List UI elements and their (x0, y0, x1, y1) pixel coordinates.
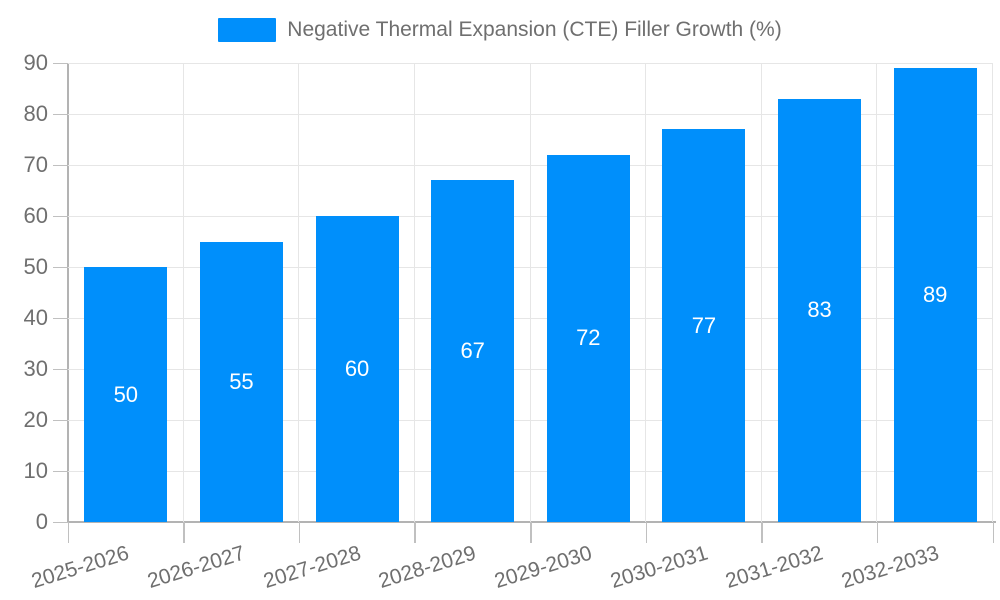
y-axis-tick (53, 521, 68, 523)
x-axis-label: 2032-2033 (838, 541, 942, 593)
x-axis-tick (876, 522, 879, 543)
x-axis-tick (645, 522, 648, 543)
y-axis-tick (53, 62, 68, 64)
y-axis-tick (53, 113, 68, 115)
x-axis-tick (992, 522, 994, 543)
gridline-vertical (298, 63, 300, 522)
x-axis-label: 2025-2026 (29, 541, 133, 593)
bar-2031-2032[interactable] (778, 98, 862, 522)
gridline-vertical (992, 63, 993, 522)
bar-2028-2029[interactable] (431, 180, 515, 522)
y-axis-tick (53, 215, 68, 217)
x-axis-tick (183, 522, 185, 543)
y-axis-label: 10 (23, 458, 48, 483)
y-axis-label: 60 (23, 203, 48, 228)
gridline-horizontal (68, 63, 993, 64)
gridline-horizontal (68, 369, 993, 370)
x-axis-label: 2028-2029 (376, 541, 479, 593)
x-axis-label: 2026-2027 (144, 541, 248, 593)
x-axis-label: 2030-2031 (607, 541, 711, 593)
y-axis-tick (53, 368, 68, 370)
x-axis-label: 2029-2030 (491, 541, 595, 593)
y-axis-tick (53, 164, 68, 166)
gridline-horizontal (68, 318, 993, 319)
gridline-horizontal (68, 471, 993, 472)
y-axis-label: 0 (35, 509, 48, 534)
bar-2027-2028[interactable] (315, 216, 399, 522)
y-axis-label: 70 (23, 152, 48, 177)
y-axis-label: 80 (23, 101, 48, 126)
x-axis-tick (67, 522, 69, 543)
gridline-vertical (760, 63, 762, 522)
y-axis-tick (53, 317, 68, 319)
bar-2032-2033[interactable] (893, 68, 977, 522)
bar-2029-2030[interactable] (546, 154, 630, 522)
y-axis-tick (53, 266, 68, 268)
legend-label: Negative Thermal Expansion (CTE) Filler … (287, 18, 782, 41)
gridline-vertical (413, 63, 415, 522)
gridline-vertical (645, 63, 647, 522)
bar-2026-2027[interactable] (199, 241, 283, 522)
x-axis-label: 2031-2032 (723, 541, 826, 593)
x-axis-tick (414, 522, 416, 543)
y-axis-label: 20 (23, 407, 48, 432)
gridline-horizontal (68, 216, 993, 217)
gridline-horizontal (68, 114, 993, 115)
y-axis-label: 90 (23, 50, 48, 75)
x-axis-tick (298, 522, 301, 543)
x-axis-label: 2027-2028 (260, 541, 364, 593)
y-axis-tick (53, 470, 68, 472)
x-axis-tick (761, 522, 763, 543)
legend-swatch (218, 18, 277, 42)
gridline-horizontal (68, 267, 993, 268)
y-axis-label: 50 (23, 254, 48, 279)
y-axis-label: 30 (23, 356, 48, 381)
gridline-vertical (529, 63, 531, 522)
gridline-horizontal (68, 420, 993, 421)
bar-2030-2031[interactable] (662, 129, 746, 522)
gridline-vertical (182, 63, 184, 522)
bar-2025-2026[interactable] (84, 267, 168, 522)
gridline-horizontal (68, 165, 993, 166)
y-axis-line (67, 63, 69, 522)
plot-area: 50 55 60 67 72 77 83 89 (68, 63, 993, 522)
x-axis-tick (530, 522, 532, 543)
y-axis-tick (53, 419, 68, 421)
y-axis-label: 40 (23, 305, 48, 330)
x-axis-line (68, 521, 996, 523)
gridline-vertical (876, 63, 878, 522)
legend[interactable]: Negative Thermal Expansion (CTE) Filler … (0, 14, 1000, 46)
